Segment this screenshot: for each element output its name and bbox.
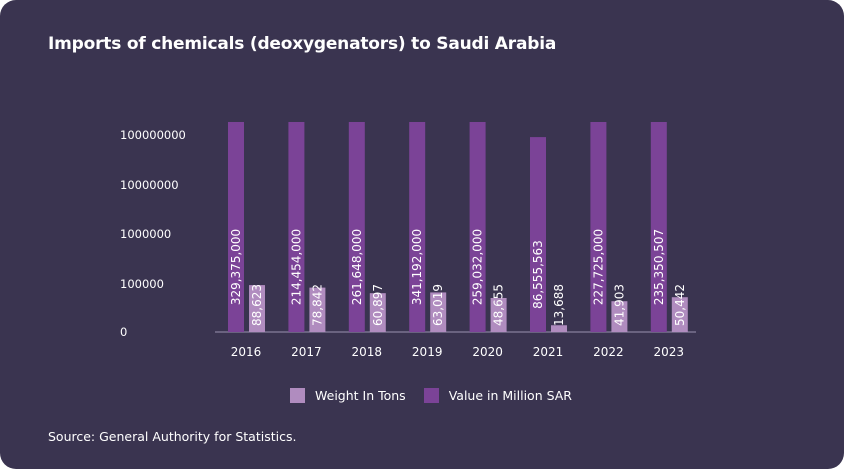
bar-weight: [369, 293, 386, 332]
legend-label-weight: Weight In Tons: [315, 388, 406, 403]
y-tick-label: 100000000: [120, 128, 186, 142]
x-tick-label: 2018: [352, 345, 383, 359]
legend: Weight In Tons Value in Million SAR: [290, 388, 572, 403]
data-label: 88,623: [250, 284, 264, 326]
bar-value: [348, 122, 365, 332]
data-label: 48,655: [492, 284, 506, 326]
bar-weight: [309, 287, 326, 332]
bar-weight: [490, 297, 507, 332]
x-tick-label: 2017: [291, 345, 322, 359]
bar-value: [288, 122, 305, 332]
data-label: 63,019: [431, 284, 445, 326]
data-label: 214,454,000: [289, 229, 303, 305]
y-tick-label: 1000000: [120, 227, 171, 241]
data-label: 50,442: [673, 284, 687, 326]
bar-value: [530, 137, 546, 332]
legend-label-value: Value in Million SAR: [448, 388, 572, 403]
legend-swatch-value: [423, 388, 439, 403]
x-tick-label: 2016: [231, 345, 262, 359]
x-tick-label: 2020: [472, 345, 503, 359]
data-label: 60,897: [371, 284, 385, 326]
data-label: 41,903: [612, 284, 626, 326]
data-label: 329,375,000: [229, 229, 243, 305]
chart-title: Imports of chemicals (deoxygenators) to …: [48, 34, 557, 54]
bar-weight: [611, 301, 628, 332]
y-tick-label: 0: [120, 325, 127, 339]
data-label: 86,555,563: [531, 240, 545, 309]
bar-weight: [430, 292, 447, 332]
bar-value: [469, 122, 486, 332]
data-label: 259,032,000: [471, 229, 485, 305]
x-tick-label: 2023: [654, 345, 685, 359]
bar-weight: [551, 325, 567, 332]
bar-weight: [249, 285, 265, 332]
data-label: 78,842: [310, 284, 324, 326]
x-tick-label: 2019: [412, 345, 443, 359]
bar-value: [409, 122, 426, 332]
legend-swatch-weight: [290, 388, 305, 403]
y-tick-label: 10000000: [120, 178, 179, 192]
data-label: 13,688: [552, 284, 566, 326]
y-tick-label: 100000: [120, 277, 164, 291]
x-tick-label: 2021: [533, 345, 564, 359]
bar-value: [590, 122, 607, 332]
bar-value: [228, 122, 244, 332]
x-tick-label: 2022: [593, 345, 624, 359]
bar-value: [650, 122, 667, 332]
legend-item-value[interactable]: Value in Million SAR: [423, 388, 572, 403]
legend-item-weight[interactable]: Weight In Tons: [290, 388, 406, 403]
data-label: 235,350,507: [652, 229, 666, 305]
data-label: 261,648,000: [350, 229, 364, 305]
data-label: 341,192,000: [410, 229, 424, 305]
bar-weight: [671, 297, 688, 332]
source-note: Source: General Authority for Statistics…: [48, 429, 297, 444]
data-label: 227,725,000: [591, 229, 605, 305]
